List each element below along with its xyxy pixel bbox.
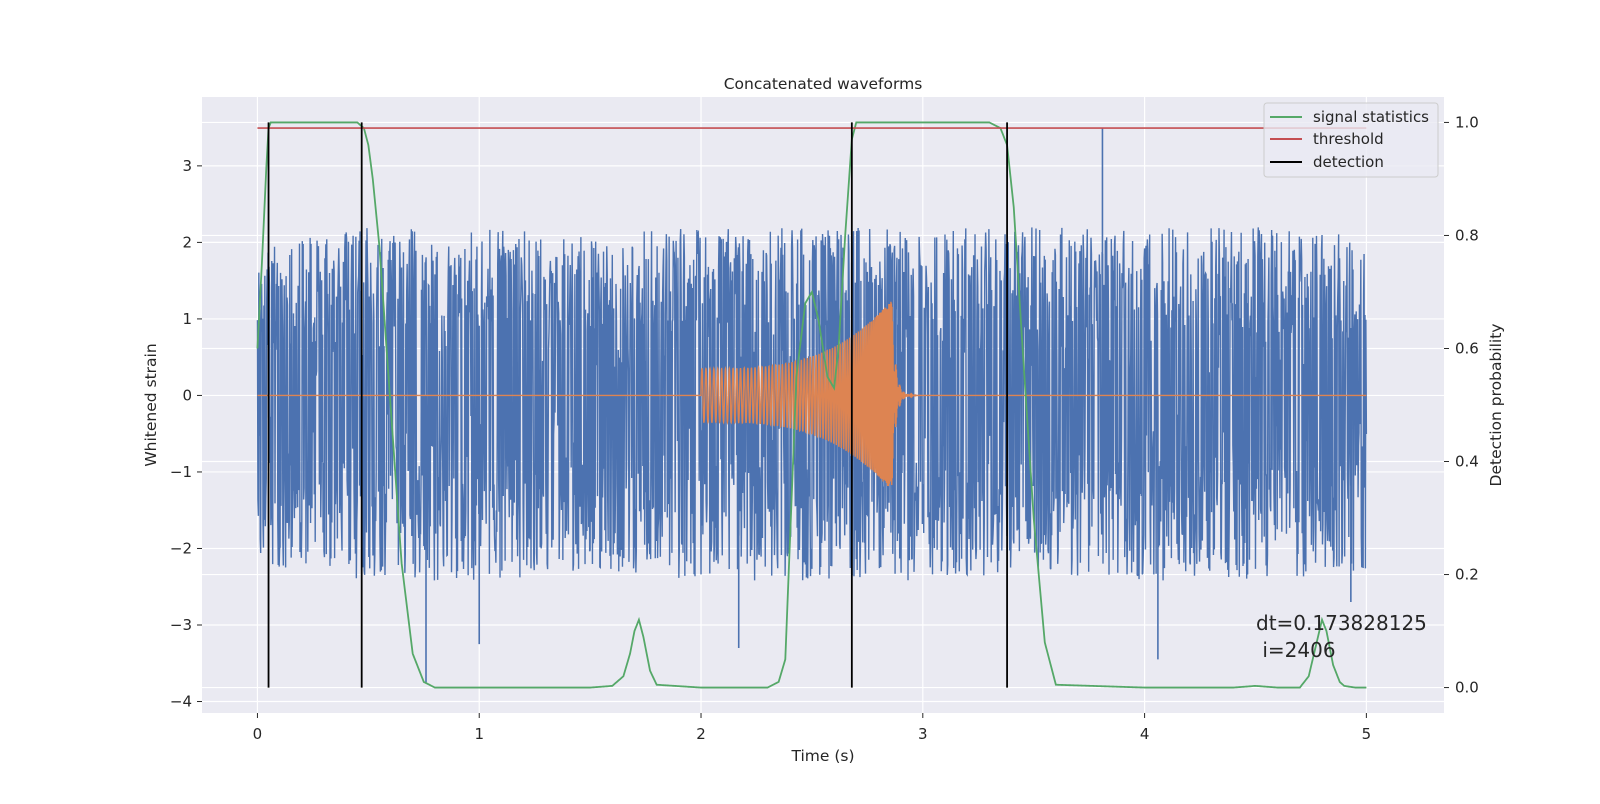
y-tick-label-left: 2 xyxy=(182,233,192,251)
y-axis-label-right: Detection probability xyxy=(1487,324,1505,487)
statistics-series xyxy=(256,121,1367,689)
y-tick-label-left: 3 xyxy=(182,157,192,175)
legend-label-signal-statistics: signal statistics xyxy=(1313,108,1429,126)
x-tick-label: 1 xyxy=(474,725,484,743)
y-tick-label-right: 1.0 xyxy=(1455,113,1479,131)
waveform-line xyxy=(257,301,1367,487)
y-tick-label-left: 0 xyxy=(182,386,192,404)
legend: signal statistics threshold detection xyxy=(1263,102,1439,178)
x-axis-label: Time (s) xyxy=(790,747,854,765)
y-tick-label-left: −3 xyxy=(170,616,192,634)
x-tick-label: 0 xyxy=(253,725,263,743)
waveform-series xyxy=(257,301,1367,487)
y-tick-label-right: 0.8 xyxy=(1455,226,1479,244)
y-tick-label-right: 0.4 xyxy=(1455,453,1479,471)
legend-label-detection: detection xyxy=(1313,153,1384,171)
x-tick-label: 5 xyxy=(1362,725,1372,743)
noise-line xyxy=(256,227,1368,581)
y-tick-label-left: −2 xyxy=(170,539,192,557)
noise-series xyxy=(256,127,1368,683)
legend-label-threshold: threshold xyxy=(1313,130,1384,148)
plot-area xyxy=(256,121,1368,689)
axis-ticks: 0 1 2 3 4 5 −4 −3 −2 −1 0 1 2 3 0.0 0.2 0.4 0.6 0.8 1.0 xyxy=(170,113,1479,743)
index-annotation: i=2406 xyxy=(1256,638,1336,662)
y-tick-label-left: −4 xyxy=(170,693,192,711)
x-tick-label: 4 xyxy=(1140,725,1150,743)
y-axis-label-left: Whitened strain xyxy=(142,343,160,466)
chart-title: Concatenated waveforms xyxy=(724,75,923,93)
x-tick-label: 3 xyxy=(918,725,928,743)
y-tick-label-right: 0.6 xyxy=(1455,339,1479,357)
y-tick-label-right: 0.2 xyxy=(1455,566,1479,584)
y-tick-label-left: 1 xyxy=(182,310,192,328)
legend-frame xyxy=(1263,102,1439,178)
y-tick-label-left: −1 xyxy=(170,463,192,481)
y-tick-label-right: 0.0 xyxy=(1455,679,1479,697)
signal-statistics-line xyxy=(256,121,1367,689)
x-tick-label: 2 xyxy=(696,725,706,743)
dt-annotation: dt=0.173828125 xyxy=(1256,611,1427,635)
